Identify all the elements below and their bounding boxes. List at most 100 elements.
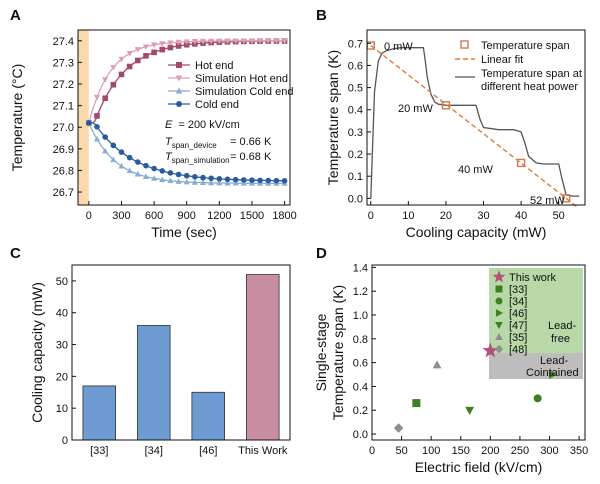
legend-group-label: Cointained <box>526 367 579 379</box>
legend-marker <box>494 344 504 354</box>
x-tick-label: This Work <box>238 445 288 457</box>
plot-frame <box>371 264 586 441</box>
data-point <box>134 159 141 165</box>
legend-label: [33] <box>509 284 527 296</box>
data-point <box>175 171 182 178</box>
data-point <box>94 113 100 119</box>
shaded-region <box>78 30 89 205</box>
x-tick-label: 50 <box>553 210 565 222</box>
legend-label: Hot end <box>195 60 234 72</box>
legend-marker <box>495 322 503 330</box>
annotation-symbol: E <box>165 119 173 131</box>
x-tick-label: 0 <box>86 210 92 222</box>
data-point <box>232 176 239 183</box>
legend-label: different heat power <box>481 81 578 93</box>
legend-marker <box>175 75 183 82</box>
y-tick-label: 26.9 <box>53 144 74 156</box>
legend-marker <box>495 297 503 305</box>
legend-label: [34] <box>509 296 527 308</box>
x-tick-label: 1800 <box>272 210 296 222</box>
x-tick-label: 50 <box>395 445 407 457</box>
y-tick-label: 0.7 <box>348 38 363 50</box>
data-point <box>199 38 207 45</box>
annotation-subscript: span_device <box>172 141 217 150</box>
x-tick-label: 0 <box>369 445 375 457</box>
y-tick-label: 27.3 <box>53 57 74 69</box>
x-tick-label: 30 <box>477 210 489 222</box>
data-point <box>118 56 125 63</box>
data-point <box>232 179 239 186</box>
y-tick-label: 10 <box>56 403 68 415</box>
data-point <box>167 170 174 176</box>
data-point <box>533 394 542 403</box>
data-point <box>183 39 190 45</box>
legend-label: Simulation Hot end <box>195 73 288 85</box>
data-point <box>94 124 100 130</box>
data-point <box>142 44 150 50</box>
data-point <box>432 360 442 369</box>
annotation-symbol: T <box>165 151 173 163</box>
legend-group-lead-contained <box>489 353 583 379</box>
y-tick-label: 0.3 <box>348 127 363 139</box>
y-tick-label: 0.6 <box>348 60 363 72</box>
data-point <box>118 71 125 78</box>
y-tick-label: 27.1 <box>53 101 74 113</box>
legend-label: Temperature span at <box>481 68 582 80</box>
y-tick-label: 50 <box>56 276 68 288</box>
data-point <box>159 176 166 183</box>
data-point <box>110 65 117 71</box>
legend-marker <box>495 332 503 340</box>
panel-label-a: A <box>10 7 21 24</box>
data-point <box>240 180 247 186</box>
y-axis-label: Temperature span (K) <box>325 50 341 185</box>
legend-marker <box>176 101 182 107</box>
x-tick-label: 350 <box>570 445 588 457</box>
bar <box>245 274 280 441</box>
data-point <box>249 177 255 183</box>
data-point <box>441 101 451 110</box>
y-axis-label-2: Temperature span (K) <box>330 285 346 420</box>
x-axis-label: Time (sec) <box>151 224 217 240</box>
data-point <box>126 63 133 70</box>
annotation-field: E = 200 kV/cm <box>165 119 240 131</box>
panel-d-chart: This work[33][34][46][47][35][48] Lead-fr… <box>313 262 588 475</box>
data-point <box>232 38 239 45</box>
linear-fit-line <box>370 44 578 208</box>
data-point <box>191 179 198 185</box>
x-tick-label: 20 <box>440 210 452 222</box>
data-point <box>126 154 133 161</box>
x-tick-label: 10 <box>402 210 414 222</box>
data-point <box>393 423 404 433</box>
data-point <box>159 168 166 174</box>
data-point <box>224 38 231 45</box>
legend-group-label: free <box>551 333 570 345</box>
annotation-symbol: T <box>165 136 173 148</box>
data-point <box>216 38 223 45</box>
legend-marker <box>492 270 506 283</box>
x-tick-label: 600 <box>145 210 163 222</box>
data-point <box>200 174 206 181</box>
y-tick-label: 0.6 <box>353 358 368 370</box>
legend-marker <box>460 40 469 49</box>
y-tick-label: 0.2 <box>353 405 368 417</box>
data-point <box>549 370 558 379</box>
data-point <box>265 38 272 45</box>
panel-a-chart: 0 300 600 900 1200 1500 1800 26.7 26.8 26.9 27.0 27… <box>9 29 297 240</box>
annotation-span-simulation: Tspan_simulation= 0.68 K <box>165 151 272 165</box>
annotation-value: = 200 kV/cm <box>178 119 239 131</box>
x-tick-label: 250 <box>511 445 529 457</box>
panel-c-chart: [33] [34] [46] This Work 0 10 20 30 40 50 Cooling … <box>29 264 291 457</box>
panel-b-chart: 0 mW 20 mW 40 mW 52 mW 0 10 20 30 40 50 0.0 0.1 0.2 0… <box>325 29 586 240</box>
legend-marker <box>176 62 182 68</box>
plot-frame <box>77 29 291 206</box>
legend-marker <box>175 87 183 94</box>
y-tick-label: 40 <box>56 308 68 320</box>
y-tick-label: 1.4 <box>353 262 368 274</box>
bar <box>82 385 117 441</box>
data-point <box>216 179 223 186</box>
x-tick-label: 100 <box>422 445 440 457</box>
data-point <box>151 165 157 172</box>
power-label: 40 mW <box>458 164 493 176</box>
data-point <box>465 406 475 415</box>
x-tick-label: [33] <box>90 445 108 457</box>
